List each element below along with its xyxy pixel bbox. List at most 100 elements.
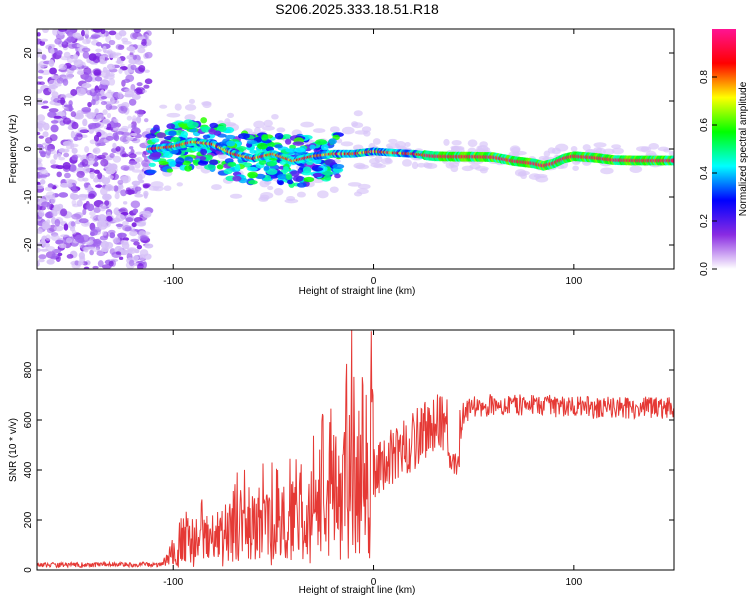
streak-blob <box>249 149 257 154</box>
streak-blob <box>309 144 316 150</box>
noise-blob <box>92 29 103 33</box>
noise-blob <box>49 159 56 165</box>
noise-blob <box>102 118 111 125</box>
noise-blob <box>48 86 56 93</box>
snr-series-line <box>37 330 674 569</box>
noise-blob <box>62 78 69 86</box>
noise-blob <box>62 141 73 147</box>
noise-blob <box>89 171 95 180</box>
noise-blob <box>112 155 122 163</box>
noise-blob <box>126 249 133 254</box>
halo-blob <box>593 147 603 153</box>
halo-blob <box>593 142 607 148</box>
noise-blob <box>51 83 62 87</box>
noise-blob <box>76 134 83 138</box>
streak-blob <box>145 133 157 139</box>
noise-blob <box>95 184 103 188</box>
noise-blob <box>37 198 42 203</box>
noise-blob <box>74 112 84 120</box>
noise-blob <box>37 89 43 94</box>
noise-blob <box>71 121 79 130</box>
streak-blob <box>289 144 296 150</box>
noise-blob <box>95 113 105 121</box>
noise-blob <box>91 98 96 106</box>
noise-blob <box>71 147 78 154</box>
noise-blob <box>37 114 46 122</box>
streak-blob <box>292 175 304 182</box>
spectrogram-marks <box>37 29 674 269</box>
noise-blob <box>40 248 49 252</box>
streak-blob <box>197 160 209 166</box>
streak-blob <box>289 170 300 177</box>
halo-blob <box>451 145 461 154</box>
halo-blob <box>570 145 578 152</box>
noise-blob <box>133 29 141 34</box>
spectrogram-x-tick-label: 100 <box>565 276 582 287</box>
noise-blob <box>117 232 127 238</box>
noise-blob <box>102 109 108 115</box>
noise-blob <box>37 184 45 190</box>
noise-blob <box>141 38 147 46</box>
noise-blob <box>128 153 137 159</box>
streak-blob <box>323 174 332 181</box>
noise-blob <box>37 159 41 165</box>
streak-blob <box>324 159 336 166</box>
noise-blob <box>120 176 129 182</box>
halo-blob <box>479 141 488 148</box>
noise-blob <box>70 193 80 200</box>
halo-blob <box>150 181 164 189</box>
noise-blob <box>51 91 59 99</box>
streak-blob <box>277 180 285 186</box>
streak-blob <box>247 171 258 179</box>
noise-blob <box>91 122 101 129</box>
streak-blob <box>199 156 207 161</box>
noise-blob <box>71 154 79 161</box>
noise-blob <box>78 218 89 224</box>
colorbar-tick-label: 0.2 <box>699 214 710 228</box>
noise-blob <box>118 207 128 215</box>
noise-blob <box>81 47 91 53</box>
noise-blob <box>70 221 76 227</box>
noise-blob <box>132 208 139 214</box>
noise-blob <box>72 32 82 39</box>
noise-blob <box>113 118 119 123</box>
noise-blob <box>38 174 48 178</box>
noise-blob <box>136 244 143 250</box>
streak-blob <box>315 139 327 146</box>
noise-blob <box>125 189 135 195</box>
noise-blob <box>47 111 57 118</box>
halo-blob <box>263 119 273 127</box>
noise-blob <box>98 222 108 230</box>
colorbar-gradient <box>712 29 736 269</box>
noise-blob <box>141 150 147 158</box>
noise-blob <box>57 99 66 104</box>
noise-blob <box>106 211 112 216</box>
noise-blob <box>105 135 114 141</box>
streak-blob <box>247 166 258 172</box>
noise-blob <box>137 47 146 54</box>
noise-blob <box>95 42 103 47</box>
noise-blob <box>115 146 121 152</box>
noise-blob <box>112 236 121 244</box>
noise-blob <box>86 203 95 212</box>
streak-blob <box>302 166 312 174</box>
halo-blob <box>411 161 419 170</box>
streak-blob <box>186 121 199 129</box>
streak-blob <box>208 128 217 135</box>
halo-blob <box>467 139 478 148</box>
noise-blob <box>94 72 102 77</box>
noise-blob <box>71 188 79 194</box>
halo-blob <box>356 188 369 195</box>
colorbar-tick-label: 0.6 <box>699 118 710 132</box>
noise-blob <box>68 100 73 107</box>
noise-blob <box>95 48 102 53</box>
noise-blob <box>97 260 104 268</box>
noise-blob <box>123 94 134 98</box>
noise-blob <box>37 48 42 55</box>
noise-blob <box>38 210 45 218</box>
noise-blob <box>88 124 93 130</box>
noise-blob <box>121 131 131 136</box>
noise-blob <box>130 238 140 243</box>
snr-y-tick-label: 400 <box>23 461 34 478</box>
halo-blob <box>313 128 326 133</box>
